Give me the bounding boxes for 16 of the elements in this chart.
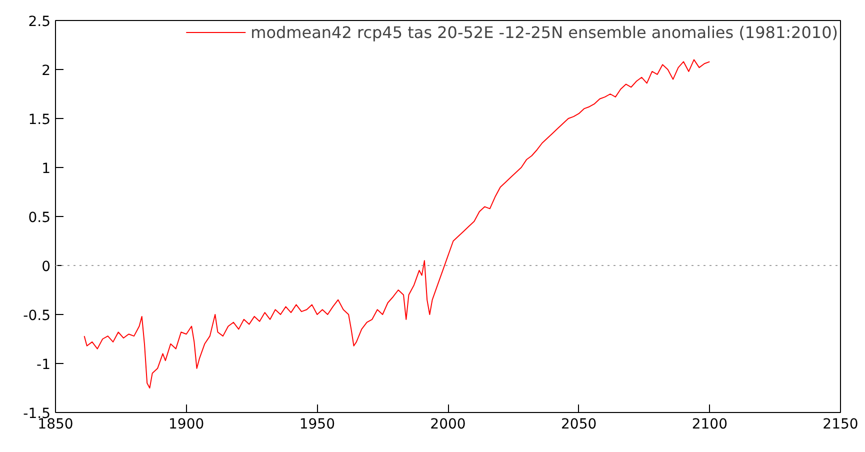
line-series	[84, 59, 710, 388]
y-tick-label: 1.5	[28, 112, 50, 128]
y-tick-label: 2.5	[28, 14, 50, 30]
legend-label: modmean42 rcp45 tas 20-52E -12-25N ensemble anomalies (1981:2010)	[250, 22, 838, 42]
x-tick-label: 1900	[168, 416, 204, 432]
x-tick-label: 2050	[561, 416, 597, 432]
x-tick-label: 1950	[299, 416, 335, 432]
y-tick-label: -1	[36, 357, 51, 373]
y-tick-label: 0	[42, 259, 51, 275]
x-tick-label: 2150	[822, 416, 858, 432]
x-tick-label: 2000	[430, 416, 466, 432]
y-tick-label: 1	[42, 161, 51, 177]
y-tick-label: -0.5	[23, 308, 51, 324]
y-tick-label: 2	[42, 63, 51, 79]
y-tick-label: 0.5	[28, 210, 50, 226]
x-tick-label: 2100	[692, 416, 728, 432]
